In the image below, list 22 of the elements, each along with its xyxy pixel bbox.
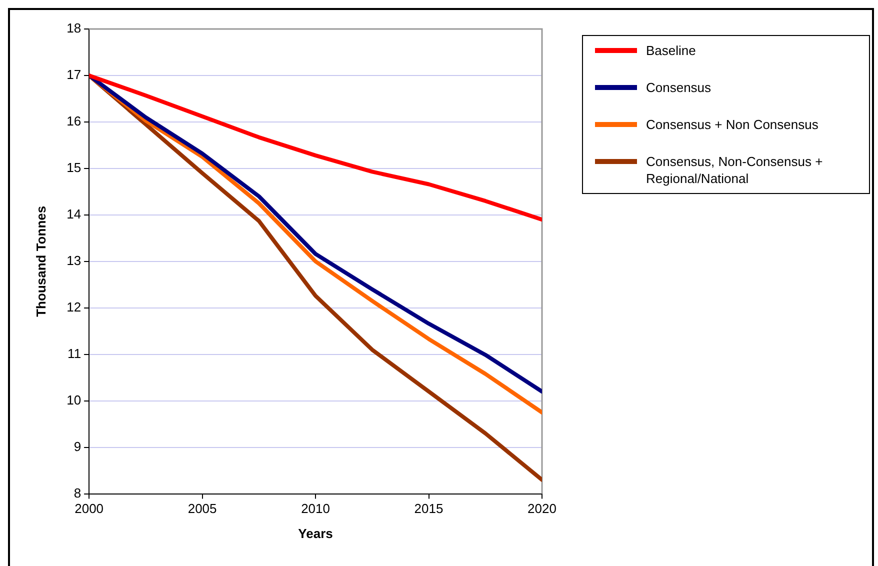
y-tick-label: 9 [74, 438, 82, 454]
x-tick-label: 2010 [301, 501, 330, 516]
x-tick-label: 2015 [414, 501, 444, 516]
y-tick-label: 12 [66, 299, 82, 314]
x-tick-label: 2000 [74, 501, 104, 516]
y-tick-label: 13 [66, 252, 82, 268]
x-axis-title: Years [298, 526, 333, 541]
y-tick-label: 18 [66, 20, 82, 36]
legend-label: Consensus + Non Consensus [646, 116, 820, 133]
x-tick-label: 2005 [188, 501, 217, 516]
y-tick-label: 8 [74, 485, 82, 500]
legend-label: Consensus, Non-Consensus + Regional/National [646, 153, 824, 187]
x-tick-label: 2020 [528, 501, 556, 516]
y-axis-title: Thousand Tonnes [33, 206, 48, 317]
y-tick-label: 16 [66, 114, 82, 129]
legend-label: Consensus [646, 79, 712, 96]
legend-label: Baseline [646, 42, 697, 59]
y-tick-label: 10 [66, 392, 82, 408]
y-tick-label: 17 [66, 67, 82, 82]
y-tick-label: 15 [66, 160, 82, 176]
y-tick-label: 14 [66, 206, 82, 222]
y-tick-label: 11 [68, 346, 82, 361]
